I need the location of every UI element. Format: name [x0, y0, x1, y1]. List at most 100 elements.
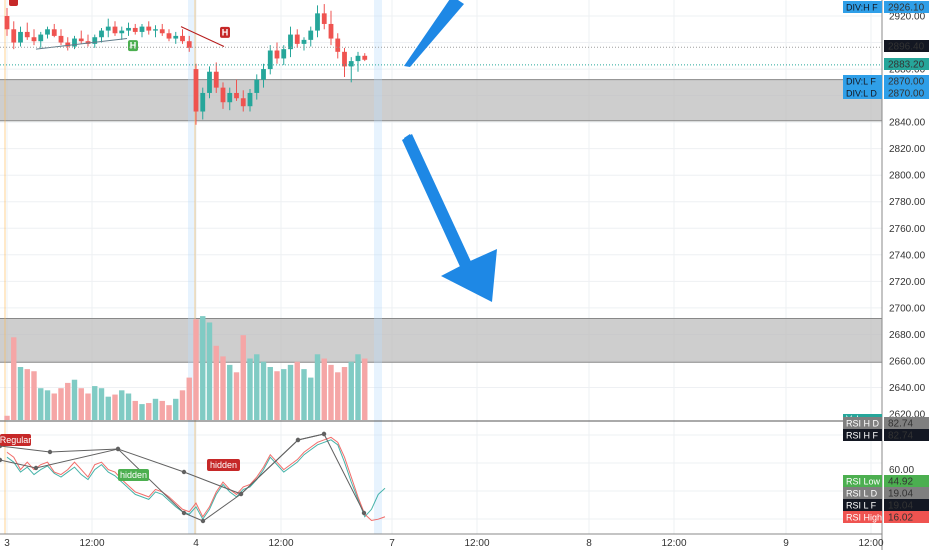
rsi-level-value: 82.74: [888, 419, 913, 430]
level-value: 2896.40: [888, 42, 925, 53]
candle-body: [45, 29, 50, 35]
volume-bar: [65, 382, 71, 420]
volume-bar: [267, 367, 273, 420]
volume-bar: [281, 369, 287, 420]
divergence-point: [361, 510, 367, 516]
level-value-box: [884, 40, 929, 52]
volume-bar: [179, 390, 186, 420]
rsi-panel[interactable]: Regular hidden hidden: [0, 420, 932, 524]
volume-bar: [4, 415, 10, 420]
candle-body: [321, 13, 327, 24]
volume-bar: [362, 358, 368, 420]
volume-bar: [38, 388, 44, 420]
rsi-level-value-box: [884, 511, 929, 523]
candle-body: [335, 38, 341, 52]
volume-bar: [206, 322, 213, 420]
level-tag-label: DIV:L F: [846, 77, 876, 87]
volume-bar: [274, 371, 280, 420]
candle-body: [4, 16, 10, 30]
volume-bar: [51, 393, 57, 420]
down-arrow-shaft: [402, 134, 473, 271]
time-tick-label: 3: [4, 538, 10, 549]
volume-bar: [105, 396, 111, 420]
time-tick-label: 12:00: [858, 538, 883, 549]
volume-bar: [152, 398, 159, 420]
candle-body: [240, 98, 246, 107]
volume-bar: [254, 354, 260, 420]
candle-body: [186, 41, 192, 48]
signal-marker: [9, 0, 18, 6]
time-tick-label: 9: [783, 538, 789, 549]
candle-body: [78, 38, 84, 42]
volume-bar: [328, 364, 334, 420]
candle-body: [213, 71, 219, 88]
volume-bar: [119, 390, 125, 420]
volume-bar: [193, 319, 199, 420]
divergence-tag-label: Regular: [0, 435, 31, 445]
volume-bar: [58, 388, 64, 420]
candle-body: [328, 23, 334, 39]
session-highlight: [374, 0, 382, 534]
session-highlight: [188, 0, 196, 534]
volume-bar: [308, 377, 314, 420]
price-tick-label: 2820.00: [889, 144, 926, 155]
volume-bar: [71, 379, 78, 420]
signal-marker: [128, 40, 138, 52]
candle-body: [288, 34, 293, 50]
candle-body: [173, 35, 179, 39]
time-tick-label: 12:00: [268, 538, 293, 549]
volume-bar: [233, 372, 240, 420]
volume-bar: [132, 400, 138, 420]
candle-body: [234, 92, 239, 99]
candle-body: [355, 55, 361, 62]
volume-bar: [112, 394, 118, 420]
volume-bar: [125, 393, 132, 420]
volume-bar: [294, 361, 300, 420]
candle-body: [126, 27, 131, 31]
candle-body: [146, 26, 152, 31]
volume-bar: [247, 358, 253, 420]
volume-bar: [348, 361, 354, 420]
time-tick-label: 7: [389, 538, 395, 549]
rsi-level-tag: [843, 487, 882, 499]
rsi-level-tag-label: RSI Low: [846, 477, 881, 487]
divergence-point: [238, 491, 244, 497]
price-tick-label: 2920.00: [889, 12, 926, 23]
volume-bar: [227, 364, 233, 420]
rsi-level-value-box: [884, 487, 929, 499]
price-tick-label: 2740.00: [889, 250, 926, 261]
zone-box: [0, 79, 882, 121]
rsi-level-tag-label: RSI L D: [846, 489, 878, 499]
candle-body: [31, 37, 37, 42]
rsi-level-value: 44.92: [888, 477, 913, 488]
rsi-series-line: [6, 439, 386, 521]
divergence-point: [115, 446, 121, 452]
rsi-level-tag: [843, 475, 882, 487]
rsi-level-value: 82.74: [888, 431, 913, 442]
level-value-box: [884, 1, 929, 13]
candle-body: [119, 30, 125, 34]
volume-bar: [240, 335, 246, 420]
rsi-level-tag-label: RSI H F: [846, 431, 879, 441]
price-axis[interactable]: 2920.002880.002860.002840.002820.002800.…: [843, 0, 932, 550]
volume-bar: [159, 400, 165, 420]
time-axis[interactable]: 3 12:00 4 12:00 7 12:00 8 12:00 9 12:00: [0, 533, 884, 549]
candle-body: [294, 34, 300, 44]
rsi-level-tag-label: RSI H D: [846, 419, 880, 429]
volume-bar: [335, 372, 341, 420]
price-tick-label: 2700.00: [889, 303, 926, 314]
rsi-level-value: 19.04: [888, 501, 913, 512]
candlesticks[interactable]: HH: [4, 0, 368, 125]
candle-body: [105, 26, 111, 31]
candle-body: [153, 29, 158, 31]
annotation-arrows[interactable]: [402, 0, 497, 302]
volume-bar: [17, 367, 24, 420]
volume-bar: [213, 345, 219, 420]
candle-body: [308, 30, 314, 40]
level-value-box: [884, 58, 929, 70]
rsi-level-tag: [843, 429, 882, 441]
level-tag-label: DIV:L D: [846, 89, 877, 99]
level-value: 2870.00: [888, 77, 925, 88]
volume-bars: [4, 316, 368, 420]
